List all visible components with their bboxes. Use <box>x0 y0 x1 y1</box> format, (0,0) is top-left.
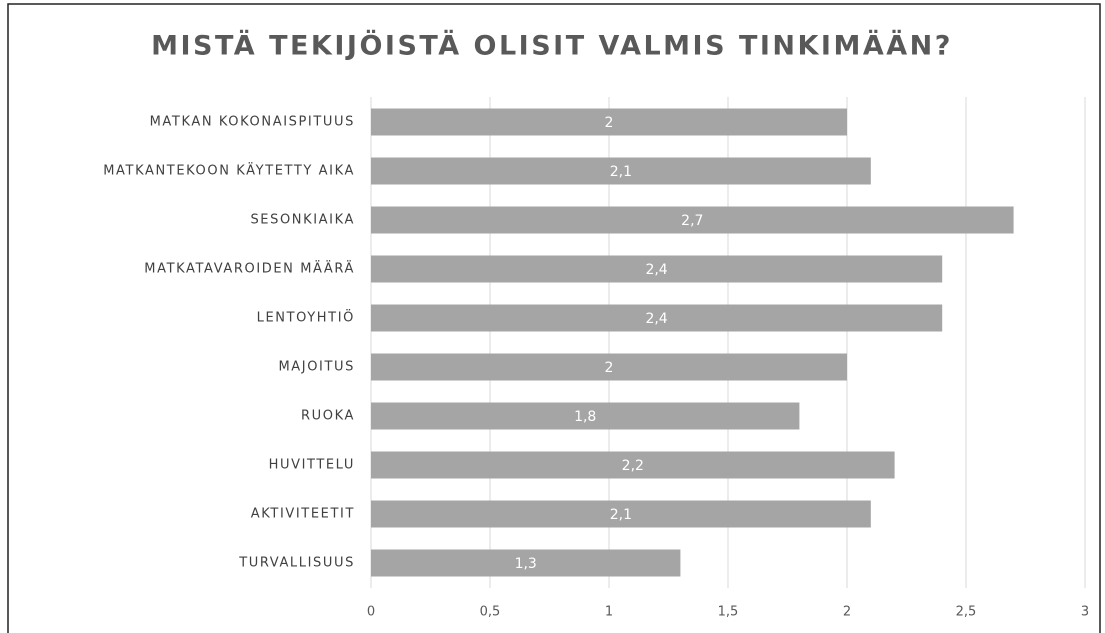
value-label: 2,2 <box>622 458 644 474</box>
y-tick-label: MATKATAVAROIDEN MÄÄRÄ <box>144 261 355 277</box>
chart-title: MISTÄ TEKIJÖISTÄ OLISIT VALMIS TINKIMÄÄN… <box>151 29 953 62</box>
y-tick-label: LENTOYHTIÖ <box>257 309 355 326</box>
bar <box>371 206 1014 234</box>
value-label: 2,1 <box>610 507 632 523</box>
y-tick-label: SESONKIAIKA <box>250 213 355 228</box>
bar <box>371 549 681 577</box>
y-tick-label: AKTIVITEETIT <box>251 507 355 522</box>
y-tick-label: TURVALLISUUS <box>238 556 355 571</box>
value-label: 2,4 <box>645 262 667 278</box>
value-label: 2,1 <box>610 164 632 180</box>
x-tick-label: 1,5 <box>718 605 739 620</box>
bar <box>371 108 847 136</box>
value-label: 1,8 <box>574 409 596 425</box>
value-label: 1,3 <box>515 556 537 572</box>
x-tick-label: 2 <box>843 605 851 620</box>
bar <box>371 157 871 185</box>
y-tick-label: MAJOITUS <box>278 360 355 375</box>
x-tick-label: 2,5 <box>956 605 977 620</box>
value-label: 2,4 <box>645 311 667 327</box>
bar <box>371 402 800 430</box>
y-tick-label: MATKAN KOKONAISPITUUS <box>150 115 355 130</box>
bar <box>371 304 943 332</box>
y-tick-label: MATKANTEKOON KÄYTETTY AIKA <box>103 163 355 179</box>
x-tick-label: 0 <box>367 605 375 620</box>
y-tick-label: RUOKA <box>301 409 355 424</box>
x-tick-label: 3 <box>1081 605 1089 620</box>
value-label: 2 <box>605 360 614 376</box>
x-tick-label: 1 <box>605 605 613 620</box>
bar <box>371 451 895 479</box>
y-tick-label: HUVITTELU <box>269 458 355 473</box>
value-label: 2 <box>605 115 614 131</box>
bar <box>371 500 871 528</box>
value-label: 2,7 <box>681 213 703 229</box>
x-tick-label: 0,5 <box>480 605 501 620</box>
bar <box>371 353 847 381</box>
bar <box>371 255 943 283</box>
